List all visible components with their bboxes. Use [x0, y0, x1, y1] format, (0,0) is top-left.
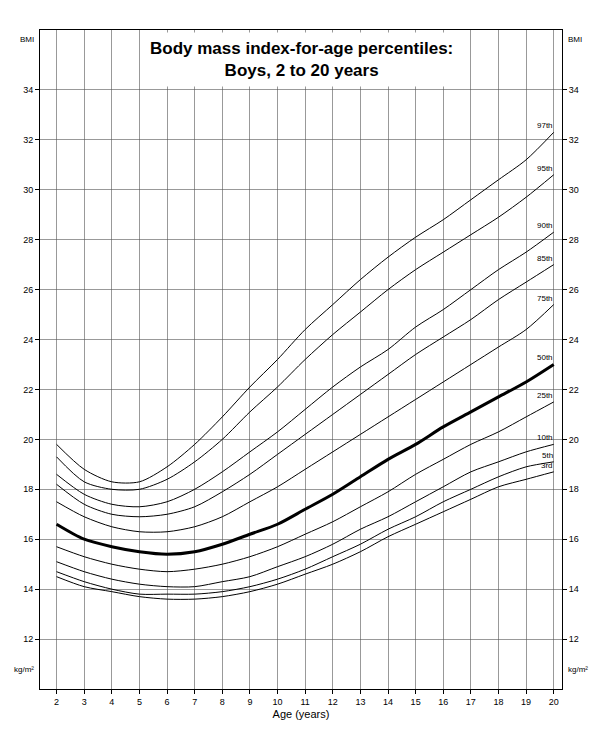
svg-text:15: 15 [411, 697, 421, 707]
svg-text:2: 2 [54, 697, 59, 707]
svg-text:3: 3 [82, 697, 87, 707]
svg-text:9: 9 [247, 697, 252, 707]
svg-text:20: 20 [569, 435, 579, 445]
svg-text:BMI: BMI [568, 35, 582, 44]
svg-text:Age (years): Age (years) [273, 708, 330, 720]
svg-text:7: 7 [192, 697, 197, 707]
svg-text:97th: 97th [537, 121, 553, 130]
svg-text:16: 16 [438, 697, 448, 707]
svg-text:16: 16 [569, 534, 579, 544]
svg-text:28: 28 [23, 235, 33, 245]
svg-text:25th: 25th [537, 391, 553, 400]
svg-text:12: 12 [569, 634, 579, 644]
svg-text:30: 30 [569, 185, 579, 195]
svg-text:32: 32 [569, 135, 579, 145]
svg-text:50th: 50th [537, 353, 553, 362]
svg-text:17: 17 [466, 697, 476, 707]
svg-text:16: 16 [23, 534, 33, 544]
svg-text:14: 14 [383, 697, 393, 707]
svg-text:24: 24 [569, 335, 579, 345]
svg-text:20: 20 [23, 435, 33, 445]
svg-text:24: 24 [23, 335, 33, 345]
svg-text:22: 22 [23, 385, 33, 395]
svg-text:Body mass index-for-age percen: Body mass index-for-age percentiles:Boys… [150, 39, 453, 80]
svg-text:11: 11 [300, 697, 309, 707]
svg-text:14: 14 [23, 584, 33, 594]
svg-text:10: 10 [273, 697, 283, 707]
svg-text:4: 4 [109, 697, 114, 707]
svg-text:3rd: 3rd [541, 461, 553, 470]
svg-text:5: 5 [137, 697, 142, 707]
svg-text:10th: 10th [537, 433, 553, 442]
svg-text:kg/m²: kg/m² [568, 665, 588, 674]
svg-text:5th: 5th [542, 451, 553, 460]
svg-text:26: 26 [569, 285, 579, 295]
svg-text:75th: 75th [537, 294, 553, 303]
svg-text:26: 26 [23, 285, 33, 295]
svg-text:20: 20 [549, 697, 559, 707]
svg-text:90th: 90th [537, 221, 553, 230]
svg-text:32: 32 [23, 135, 33, 145]
svg-text:19: 19 [521, 697, 531, 707]
svg-text:12: 12 [328, 697, 338, 707]
svg-text:30: 30 [23, 185, 33, 195]
svg-text:18: 18 [23, 484, 33, 494]
svg-text:kg/m²: kg/m² [14, 665, 34, 674]
svg-text:8: 8 [220, 697, 225, 707]
svg-text:28: 28 [569, 235, 579, 245]
svg-text:6: 6 [165, 697, 170, 707]
svg-text:14: 14 [569, 584, 579, 594]
svg-text:34: 34 [23, 85, 33, 95]
svg-text:85th: 85th [537, 254, 553, 263]
svg-text:22: 22 [569, 385, 579, 395]
svg-text:18: 18 [493, 697, 503, 707]
svg-text:18: 18 [569, 484, 579, 494]
svg-text:BMI: BMI [20, 35, 34, 44]
svg-text:13: 13 [355, 697, 365, 707]
svg-text:34: 34 [569, 85, 579, 95]
svg-text:95th: 95th [537, 164, 553, 173]
svg-text:12: 12 [23, 634, 33, 644]
